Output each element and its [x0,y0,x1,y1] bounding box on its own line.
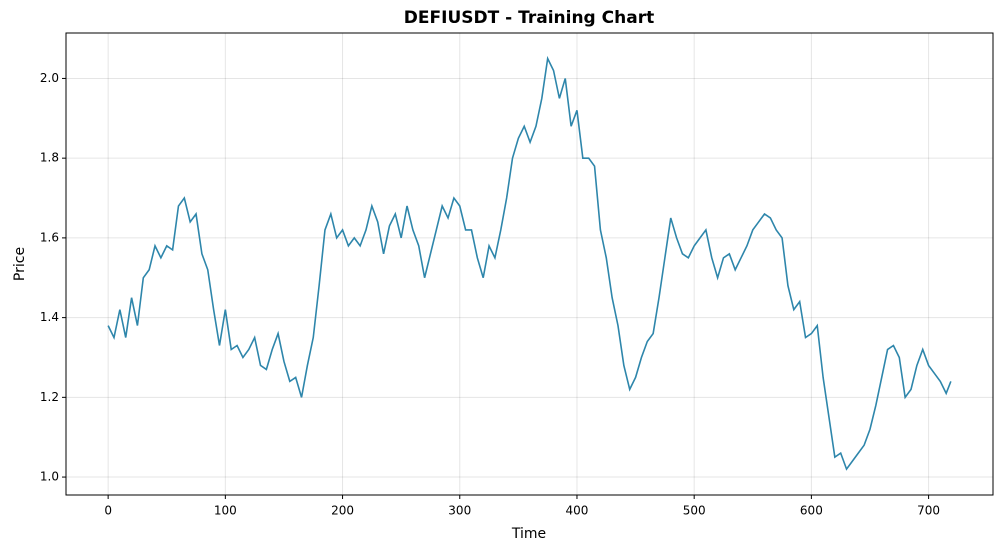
y-axis-label: Price [12,247,28,281]
plot-frame [65,32,994,496]
y-tick-label: 1.0 [40,470,59,484]
y-tick-label: 1.8 [40,151,59,165]
x-axis-label: Time [511,526,546,542]
x-tick-label: 100 [214,504,237,518]
price-line [107,55,952,471]
x-tick-label: 200 [331,504,354,518]
x-tick-label: 400 [566,504,589,518]
x-tick-label: 0 [104,504,112,518]
x-tick-label: 500 [683,504,706,518]
chart-title: DEFIUSDT - Training Chart [404,8,654,28]
y-tick-label: 2.0 [40,71,59,85]
x-tick-label: 700 [917,504,940,518]
y-tick-label: 1.2 [40,390,59,404]
x-tick-label: 300 [448,504,471,518]
y-tick-label: 1.6 [40,230,59,244]
x-tick-label: 600 [800,504,823,518]
y-tick-label: 1.4 [40,310,59,324]
